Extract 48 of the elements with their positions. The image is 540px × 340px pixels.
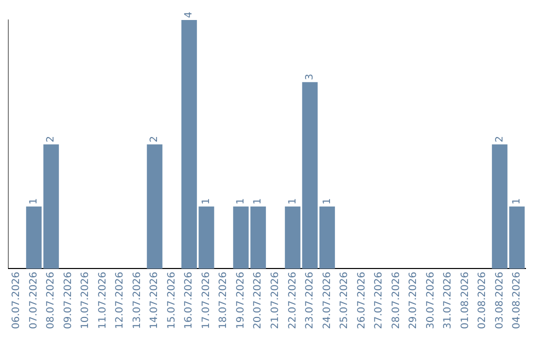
data-label: 1 xyxy=(322,198,333,205)
data-label: 2 xyxy=(149,136,160,142)
bar xyxy=(26,206,42,269)
x-tick-label: 23.07.2026 xyxy=(304,272,316,330)
x-tick-label: 22.07.2026 xyxy=(287,272,298,330)
x-tick-label: 27.07.2026 xyxy=(374,272,385,330)
x-tick-label: 17.07.2026 xyxy=(200,272,212,330)
data-label: 1 xyxy=(512,198,523,205)
x-tick-label: 06.07.2026 xyxy=(11,272,22,330)
data-label: 1 xyxy=(200,198,212,205)
x-tick-label: 12.07.2026 xyxy=(114,272,126,330)
data-label: 1 xyxy=(235,198,246,205)
data-label: 1 xyxy=(28,198,40,205)
data-label: 3 xyxy=(304,74,316,80)
x-tick-label: 28.07.2026 xyxy=(390,272,402,330)
data-label: 2 xyxy=(494,136,506,142)
x-tick-label: 09.07.2026 xyxy=(62,272,74,330)
bar xyxy=(319,206,335,269)
x-tick-label: 10.07.2026 xyxy=(80,272,92,330)
x-tick-label: 04.08.2026 xyxy=(512,272,523,330)
data-label: 1 xyxy=(287,198,298,205)
x-tick-label: 03.08.2026 xyxy=(494,272,506,330)
x-tick-label: 24.07.2026 xyxy=(322,272,333,330)
bar xyxy=(250,206,266,269)
x-tick-label: 29.07.2026 xyxy=(408,272,420,330)
x-tick-label: 31.07.2026 xyxy=(442,272,454,330)
data-label: 1 xyxy=(252,198,264,205)
x-tick-label: 25.07.2026 xyxy=(339,272,350,330)
x-tick-label: 07.07.2026 xyxy=(28,272,40,330)
x-tick-label: 30.07.2026 xyxy=(425,272,436,330)
data-label: 2 xyxy=(46,136,57,142)
x-tick-label: 26.07.2026 xyxy=(356,272,368,330)
x-tick-label: 20.07.2026 xyxy=(252,272,264,330)
bar xyxy=(43,144,59,269)
x-tick-label: 15.07.2026 xyxy=(166,272,178,330)
x-tick-label: 13.07.2026 xyxy=(132,272,143,330)
bar xyxy=(233,206,249,269)
x-tick-label: 08.07.2026 xyxy=(46,272,57,330)
x-tick-label: 11.07.2026 xyxy=(97,272,108,330)
x-tick-label: 21.07.2026 xyxy=(270,272,281,330)
data-label: 4 xyxy=(184,12,195,18)
x-tick-label: 19.07.2026 xyxy=(235,272,246,330)
x-tick-label: 01.08.2026 xyxy=(460,272,471,330)
x-tick-label: 16.07.2026 xyxy=(184,272,195,330)
x-tick-label: 14.07.2026 xyxy=(149,272,160,330)
x-tick-label: 18.07.2026 xyxy=(218,272,230,330)
x-tick-label: 02.08.2026 xyxy=(477,272,488,330)
bar xyxy=(146,144,162,269)
